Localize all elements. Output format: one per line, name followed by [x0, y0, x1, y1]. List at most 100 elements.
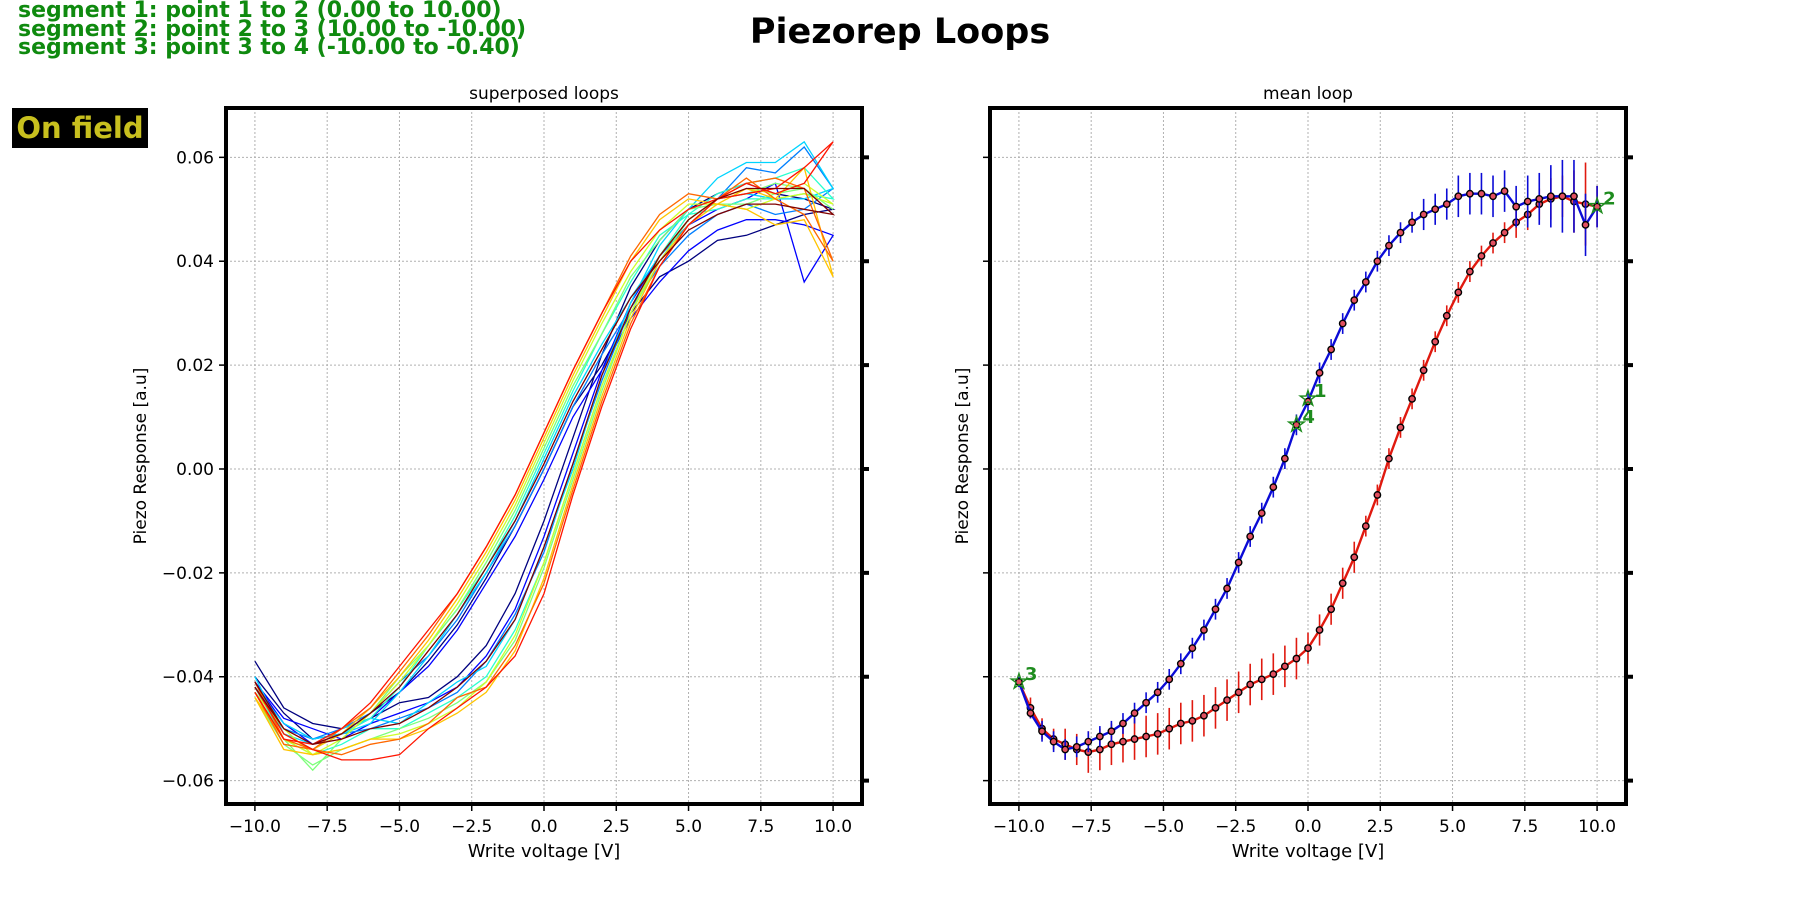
- forward-branch-point: [1489, 239, 1497, 247]
- x-tick-label: 7.5: [747, 817, 774, 837]
- x-tick-label: −7.5: [1071, 817, 1112, 837]
- reverse-branch-point: [1176, 659, 1185, 668]
- forward-branch-point: [1107, 740, 1116, 749]
- loop-series-7: [254, 182, 834, 756]
- reverse-branch-point: [1165, 675, 1174, 684]
- forward-branch-point: [1280, 662, 1289, 671]
- loop-series-9: [254, 177, 834, 756]
- y-tick-label: −0.04: [162, 668, 214, 688]
- x-tick-label: −10.0: [993, 817, 1045, 837]
- reverse-branch-point: [1477, 189, 1486, 198]
- reverse-branch-point: [1558, 192, 1567, 201]
- x-tick-label: −10.0: [229, 817, 281, 837]
- x-axis-label: Write voltage [V]: [1232, 841, 1385, 862]
- forward-branch-point: [1315, 626, 1324, 634]
- point-star-marker: ★: [1287, 412, 1305, 436]
- forward-branch-point: [1257, 675, 1266, 684]
- reverse-branch-point: [1038, 727, 1046, 736]
- axes-frame: [988, 106, 1628, 806]
- forward-branch-point: [1431, 337, 1440, 346]
- forward-branch-point: [1338, 579, 1347, 588]
- forward-branch-point: [1454, 288, 1463, 297]
- reverse-branch-point: [1026, 709, 1035, 718]
- reverse-branch-point: [1015, 678, 1023, 686]
- reverse-branch-point: [1396, 228, 1405, 237]
- reverse-branch-point: [1095, 732, 1104, 741]
- x-tick-label: 5.0: [675, 817, 702, 837]
- reverse-branch-point: [1153, 688, 1162, 697]
- forward-branch-point: [1142, 732, 1151, 741]
- reverse-branch-point: [1234, 558, 1243, 567]
- reverse-branch-point: [1269, 483, 1278, 492]
- reverse-branch-point: [1338, 319, 1347, 328]
- y-tick-label: −0.06: [162, 772, 214, 792]
- segment-1-label: segment 1: point 1 to 2 (0.00 to 10.00): [18, 0, 502, 23]
- axes-title: superposed loops: [469, 84, 619, 104]
- x-tick-label: −2.5: [1215, 817, 1256, 837]
- reverse-branch-point: [1373, 257, 1382, 266]
- x-tick-label: 0.0: [1294, 817, 1321, 837]
- reverse-branch-point: [1419, 210, 1428, 219]
- reverse-branch-point: [1523, 197, 1532, 206]
- axes-frame: [224, 106, 864, 806]
- loop-series-6: [254, 182, 834, 772]
- point-number-label: 4: [1302, 407, 1315, 428]
- forward-branch-point: [1500, 228, 1509, 237]
- forward-branch-point: [1165, 724, 1174, 733]
- reverse-branch-point: [1361, 278, 1370, 286]
- reverse-branch-point: [1107, 727, 1116, 736]
- forward-branch-point: [1396, 423, 1405, 432]
- reverse-branch-point: [1292, 420, 1301, 429]
- reverse-branch-point: [1200, 626, 1208, 634]
- x-tick-label: 5.0: [1439, 817, 1466, 837]
- forward-branch-point: [1223, 696, 1231, 705]
- reverse-branch-point: [1315, 368, 1324, 377]
- reverse-branch-point: [1061, 745, 1070, 754]
- mean-loop-panel: −10.0 −7.5 −5.0 −2.5 0.0 2.5 5.0 7.5 10.0 mean lo…: [953, 84, 1633, 862]
- reverse-branch-point: [1223, 584, 1231, 593]
- x-tick-label: −2.5: [451, 817, 492, 837]
- reverse-branch-point: [1257, 509, 1266, 518]
- forward-branch-point: [1119, 737, 1127, 746]
- forward-branch-point: [1465, 267, 1474, 276]
- reverse-branch-point: [1465, 189, 1474, 198]
- x-tick-label: 2.5: [1367, 817, 1394, 837]
- figure-title: Piezorep Loops: [749, 12, 1051, 52]
- reverse-branch-point: [1546, 192, 1555, 201]
- reverse-branch-point: [1408, 218, 1416, 227]
- reverse-branch-point: [1570, 192, 1578, 201]
- segment-3-label: segment 3: point 3 to 4 (-10.00 to -0.40…: [18, 35, 520, 60]
- forward-branch-point: [1153, 729, 1162, 738]
- forward-branch-point: [1408, 394, 1416, 403]
- point-star-marker: ★: [1588, 194, 1606, 218]
- x-tick-label: −5.0: [379, 817, 420, 837]
- point-number-label: 1: [1314, 381, 1327, 402]
- axes-title: mean loop: [1263, 84, 1353, 104]
- loop-series-10: [254, 141, 834, 761]
- reverse-branch-point: [1385, 241, 1393, 250]
- forward-branch-point: [1361, 522, 1370, 531]
- point-number-label: 2: [1603, 189, 1616, 210]
- y-tick-label: 0.02: [176, 356, 214, 376]
- loop-series-4: [254, 140, 835, 746]
- reverse-branch-point: [1581, 220, 1590, 229]
- x-tick-label: 0.0: [530, 817, 557, 837]
- x-tick-label: −7.5: [307, 817, 348, 837]
- forward-branch-point: [1234, 688, 1243, 697]
- reverse-branch-point: [1442, 200, 1451, 208]
- reverse-branch-point: [1454, 192, 1463, 201]
- reverse-branch-point: [1489, 192, 1497, 201]
- reverse-branch-point: [1327, 345, 1336, 354]
- point-star-marker: ★: [1299, 386, 1317, 410]
- forward-branch-point: [1385, 454, 1393, 463]
- reverse-branch-point: [1512, 202, 1521, 211]
- point-star-marker: ★: [1010, 669, 1028, 693]
- forward-branch-point: [1327, 605, 1336, 614]
- y-tick-label: 0.00: [176, 460, 214, 480]
- reverse-branch-point: [1130, 709, 1139, 718]
- segment-2-label: segment 2: point 2 to 3 (10.00 to -10.00…: [18, 17, 527, 42]
- forward-branch-point: [1350, 553, 1359, 562]
- reverse-branch-point: [1431, 205, 1440, 214]
- reverse-branch-point: [1535, 194, 1544, 203]
